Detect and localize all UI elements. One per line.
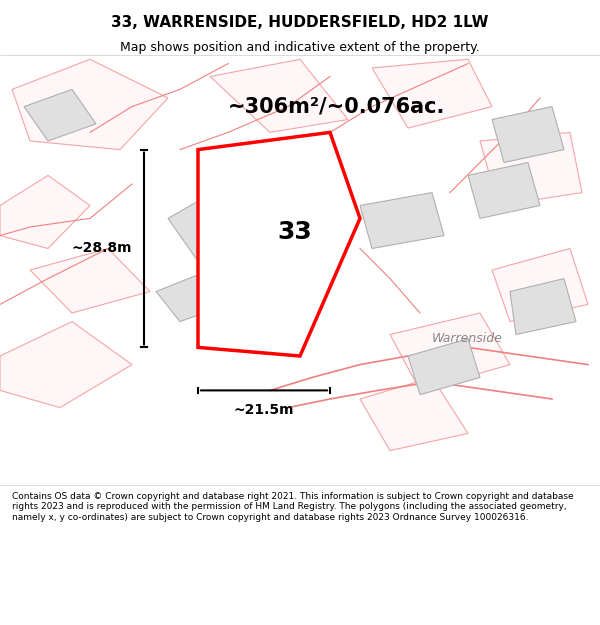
Polygon shape (492, 249, 588, 322)
Polygon shape (468, 162, 540, 218)
Polygon shape (408, 339, 480, 395)
Polygon shape (0, 322, 132, 408)
Polygon shape (360, 192, 444, 249)
Polygon shape (30, 249, 150, 313)
Text: Warrenside: Warrenside (432, 332, 503, 345)
Polygon shape (156, 270, 228, 322)
Text: 33, WARRENSIDE, HUDDERSFIELD, HD2 1LW: 33, WARRENSIDE, HUDDERSFIELD, HD2 1LW (111, 16, 489, 31)
Polygon shape (210, 59, 348, 132)
Polygon shape (12, 59, 168, 149)
Polygon shape (360, 378, 468, 451)
Polygon shape (0, 176, 90, 249)
Text: Map shows position and indicative extent of the property.: Map shows position and indicative extent… (120, 41, 480, 54)
Polygon shape (510, 279, 576, 334)
Text: ~306m²/~0.076ac.: ~306m²/~0.076ac. (228, 97, 445, 117)
Polygon shape (198, 132, 360, 356)
Text: Contains OS data © Crown copyright and database right 2021. This information is : Contains OS data © Crown copyright and d… (12, 492, 574, 522)
Polygon shape (492, 107, 564, 162)
Polygon shape (390, 313, 510, 391)
Text: ~21.5m: ~21.5m (234, 403, 294, 418)
Text: 33: 33 (278, 220, 313, 244)
Polygon shape (480, 132, 582, 206)
Polygon shape (372, 59, 492, 128)
Polygon shape (168, 184, 264, 261)
Text: ~28.8m: ~28.8m (71, 241, 132, 256)
Polygon shape (24, 89, 96, 141)
